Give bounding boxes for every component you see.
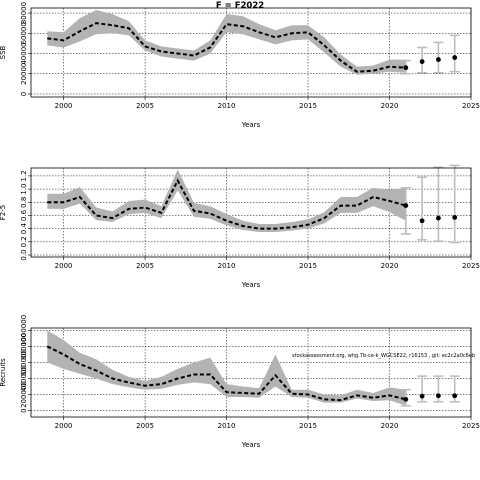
x-tick-label: 2000 bbox=[55, 262, 73, 270]
x-tick-label: 2005 bbox=[136, 262, 154, 270]
y-tick-label: 80000 bbox=[20, 2, 28, 24]
projection-point bbox=[419, 393, 425, 399]
chart-panel-1: 2000 2005 2010 2015 2020 2025 0 200004000060000… bbox=[0, 2, 480, 129]
x-tick-label: 2020 bbox=[381, 422, 399, 430]
y-tick-label: 0.6 bbox=[20, 209, 28, 221]
x-tick-label: 2015 bbox=[299, 102, 317, 110]
y-tick-label: 0.0 bbox=[20, 249, 28, 260]
y-axis-label: F2-5 bbox=[0, 205, 7, 220]
projection-point bbox=[452, 393, 458, 399]
y-tick-label: 200000 bbox=[20, 381, 28, 408]
y-tick-label: 1000000 bbox=[20, 315, 28, 346]
y-tick-label: 60000 bbox=[20, 22, 28, 44]
projection-point bbox=[436, 57, 441, 62]
plot-frame bbox=[30, 7, 472, 98]
projection-point bbox=[419, 218, 425, 224]
x-tick-label: 2025 bbox=[462, 422, 480, 430]
projection-point bbox=[436, 215, 441, 221]
y-tick-label: 600000 bbox=[20, 349, 28, 376]
y-tick-label: 0 bbox=[20, 92, 28, 96]
y-tick-label: 40000 bbox=[20, 42, 28, 64]
y-tick-label: 0.4 bbox=[20, 223, 28, 235]
projection-interval bbox=[449, 164, 460, 244]
x-tick-label: 2015 bbox=[299, 262, 317, 270]
x-tick-label: 2025 bbox=[462, 102, 480, 110]
estimate-line bbox=[47, 178, 407, 230]
source-annotation: stockassessment.org, whg.7b-ce-k_WGCSE22… bbox=[292, 353, 475, 359]
projection-point bbox=[452, 55, 458, 60]
last-year-point bbox=[403, 396, 409, 402]
x-tick-label: 2020 bbox=[381, 262, 399, 270]
plot-frame bbox=[30, 167, 472, 258]
y-axis-label: SSB bbox=[0, 45, 7, 59]
x-tick-label: 2000 bbox=[55, 422, 73, 430]
y-tick-label: 1.2 bbox=[20, 170, 28, 181]
plot-frame bbox=[30, 327, 472, 418]
y-tick-label: 0.8 bbox=[20, 197, 28, 208]
projection-point bbox=[436, 393, 441, 399]
x-tick-label: 2025 bbox=[462, 262, 480, 270]
y-tick-label: 400000 bbox=[20, 365, 28, 392]
projection-point bbox=[452, 215, 458, 220]
projection-interval bbox=[433, 166, 444, 242]
x-axis-label: Years bbox=[241, 281, 261, 289]
x-tick-label: 2000 bbox=[55, 102, 73, 110]
x-tick-label: 2020 bbox=[381, 102, 399, 110]
y-tick-label: 1.0 bbox=[20, 184, 28, 195]
y-tick-label: 0.2 bbox=[20, 236, 28, 247]
x-axis-label: Years bbox=[241, 121, 261, 129]
projection-interval bbox=[449, 34, 460, 73]
x-tick-label: 2005 bbox=[136, 102, 154, 110]
estimate-line bbox=[47, 22, 406, 73]
y-tick-label: 0 bbox=[20, 408, 28, 412]
last-year-point bbox=[403, 65, 409, 71]
y-axis-label: Recruits bbox=[0, 358, 7, 387]
projection-point bbox=[419, 59, 425, 65]
x-tick-label: 2010 bbox=[218, 422, 236, 430]
confidence-band bbox=[47, 10, 406, 75]
figure-title: F = F2022 bbox=[216, 1, 264, 11]
x-tick-label: 2005 bbox=[136, 422, 154, 430]
confidence-band bbox=[47, 330, 406, 406]
y-tick-label: 800000 bbox=[20, 333, 28, 360]
projection-interval bbox=[417, 176, 428, 241]
chart-panel-2: 2000 2005 2010 2015 2020 2025 0.0 0.20.4 0.60.8 1… bbox=[0, 164, 480, 289]
x-tick-label: 2010 bbox=[218, 262, 236, 270]
projection-interval bbox=[400, 186, 411, 235]
last-year-point bbox=[403, 203, 409, 208]
x-axis-label: Years bbox=[241, 441, 261, 449]
y-tick-label: 20000 bbox=[20, 63, 28, 85]
x-tick-label: 2015 bbox=[299, 422, 317, 430]
estimate-line bbox=[46, 345, 407, 402]
confidence-band bbox=[47, 169, 406, 232]
x-tick-label: 2010 bbox=[218, 102, 236, 110]
chart-panel-3: 2000 2005 2010 2015 2020 2025 0200000400000600… bbox=[0, 315, 480, 449]
